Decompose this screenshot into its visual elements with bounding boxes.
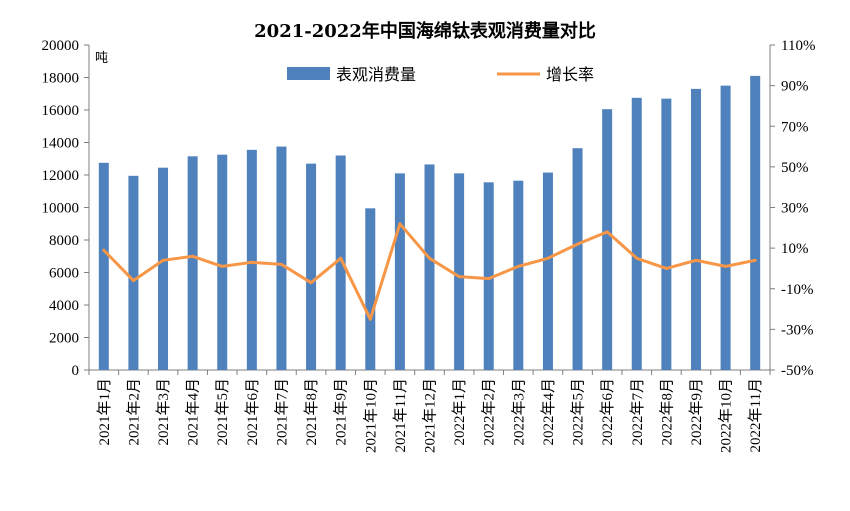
growth-rate-point <box>457 275 461 279</box>
right-tick-label: -10% <box>781 282 814 298</box>
bar <box>394 173 405 370</box>
x-tick-label: 2022年10月 <box>718 378 735 453</box>
right-tick-label: 90% <box>781 79 809 95</box>
bar <box>335 155 346 370</box>
x-tick-label: 2022年3月 <box>510 378 527 446</box>
bar <box>602 109 613 370</box>
bar <box>187 156 198 370</box>
left-tick-label: 14000 <box>42 136 80 152</box>
x-tick-label: 2021年1月 <box>96 378 113 446</box>
right-tick-label: 110% <box>781 38 815 54</box>
bar <box>572 148 583 370</box>
x-tick-label: 2021年3月 <box>155 378 172 446</box>
growth-rate-point <box>368 317 372 321</box>
x-tick-label: 2021年4月 <box>185 378 202 446</box>
bar <box>720 85 731 370</box>
x-tick-label: 2021年8月 <box>303 378 320 446</box>
growth-rate-point <box>546 256 550 260</box>
left-tick-label: 0 <box>72 363 80 379</box>
bar <box>542 172 553 370</box>
bar <box>276 146 287 370</box>
growth-rate-point <box>250 260 254 264</box>
left-tick-label: 8000 <box>49 233 79 249</box>
bar <box>661 98 672 370</box>
growth-rate-point <box>131 279 135 283</box>
x-tick-label: 2021年2月 <box>125 378 142 446</box>
growth-rate-point <box>694 258 698 262</box>
x-tick-label: 2021年12月 <box>422 378 439 453</box>
legend: 表观消费量 增长率 <box>287 65 594 84</box>
growth-rate-point <box>102 248 106 252</box>
x-tick-label: 2022年11月 <box>747 378 764 452</box>
bar <box>306 163 317 370</box>
growth-rate-point <box>428 256 431 260</box>
left-tick-label: 2000 <box>49 331 79 347</box>
x-tick-label: 2022年5月 <box>570 378 587 446</box>
x-tick-label: 2022年6月 <box>599 378 616 446</box>
growth-rate-point <box>724 264 728 268</box>
bar <box>690 88 701 370</box>
x-tick-label: 2022年4月 <box>540 378 557 446</box>
bar <box>483 182 494 370</box>
legend-label-line: 增长率 <box>546 65 594 84</box>
growth-rate-point <box>664 266 668 270</box>
left-tick-label: 12000 <box>42 168 80 184</box>
growth-rate-point <box>753 258 757 262</box>
right-tick-label: 50% <box>781 160 809 176</box>
right-tick-label: 10% <box>781 241 809 257</box>
bar <box>424 164 435 370</box>
growth-rate-point <box>487 277 491 281</box>
left-axis-unit: 吨 <box>95 51 108 66</box>
growth-rate-point <box>635 256 639 260</box>
right-tick-label: 30% <box>781 201 809 217</box>
growth-rate-point <box>161 258 165 262</box>
growth-rate-point <box>398 222 402 226</box>
left-tick-label: 6000 <box>49 266 79 282</box>
bar <box>217 154 228 370</box>
bar <box>246 149 257 370</box>
x-tick-label: 2021年7月 <box>273 378 290 446</box>
right-tick-label: -50% <box>781 363 814 379</box>
x-tick-label: 2022年8月 <box>658 378 675 446</box>
growth-rate-point <box>220 264 224 268</box>
bar <box>98 162 109 370</box>
x-tick-label: 2022年1月 <box>451 378 468 446</box>
bar <box>158 167 169 370</box>
x-tick-label: 2021年6月 <box>244 378 261 446</box>
legend-swatch-bar <box>287 67 330 80</box>
right-tick-label: -30% <box>781 322 814 338</box>
bar <box>454 173 465 370</box>
x-tick-label: 2022年9月 <box>688 378 705 446</box>
x-tick-label: 2021年11月 <box>392 378 409 452</box>
chart-title: 2021-2022年中国海绵钛表观消费量对比 <box>254 20 596 42</box>
x-tick-label: 2021年9月 <box>333 378 350 446</box>
bar <box>128 175 139 370</box>
bar <box>365 208 376 370</box>
x-tick-label: 2021年10月 <box>362 378 379 453</box>
left-tick-label: 16000 <box>42 103 80 119</box>
growth-rate-point <box>279 262 283 266</box>
bar <box>631 97 642 370</box>
left-tick-label: 4000 <box>49 298 79 314</box>
x-tick-label: 2022年2月 <box>481 378 498 446</box>
bar <box>513 180 524 370</box>
x-tick-label: 2022年7月 <box>629 378 646 446</box>
growth-rate-point <box>339 256 343 260</box>
left-tick-label: 20000 <box>42 38 80 54</box>
plot-area: 0 2000 4000 6000 8000 10000 12000 14000 16000 180… <box>42 38 816 453</box>
growth-rate-point <box>309 281 313 285</box>
left-tick-label: 10000 <box>42 201 80 217</box>
x-tick-label: 2021年5月 <box>214 378 231 446</box>
growth-rate-point <box>605 230 609 234</box>
growth-rate-point <box>576 242 580 246</box>
growth-rate-point <box>191 254 195 258</box>
right-tick-label: 70% <box>781 119 809 135</box>
legend-label-bar: 表观消费量 <box>336 65 416 84</box>
bar <box>750 75 761 370</box>
growth-rate-point <box>516 264 520 268</box>
left-tick-label: 18000 <box>42 71 80 87</box>
